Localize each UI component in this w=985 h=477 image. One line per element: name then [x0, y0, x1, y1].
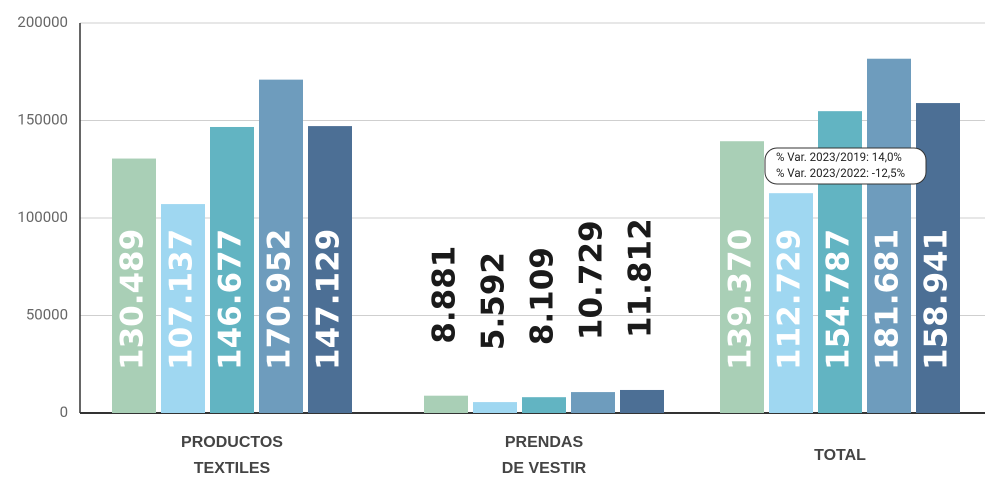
value-label: 158.941 — [919, 229, 955, 370]
value-label: 112.729 — [772, 229, 808, 370]
y-tick-label: 100000 — [17, 208, 68, 226]
bar — [720, 141, 764, 413]
value-label: 8.881 — [427, 246, 463, 344]
value-label: 154.787 — [821, 229, 857, 370]
bar — [259, 79, 303, 413]
bar — [522, 397, 566, 413]
value-label: 147.129 — [311, 229, 347, 370]
value-label: 5.592 — [476, 252, 512, 350]
value-label: 139.370 — [723, 229, 759, 370]
y-tick-label: 150000 — [17, 110, 68, 128]
bar — [867, 58, 911, 414]
x-tick-label: PRENDAS DE VESTIR — [501, 434, 587, 477]
value-label: 107.137 — [164, 229, 200, 370]
value-label: 130.489 — [115, 229, 151, 370]
value-label: 8.109 — [525, 247, 561, 345]
bar — [769, 193, 813, 413]
bar — [620, 389, 664, 413]
bar — [473, 402, 517, 413]
bar — [571, 392, 615, 413]
bar — [161, 204, 205, 413]
value-label: 11.812 — [623, 218, 659, 338]
bar — [112, 158, 156, 413]
value-label: 10.729 — [574, 220, 610, 340]
y-tick-label: 0 — [60, 403, 68, 421]
y-tick-label: 200000 — [17, 13, 68, 31]
x-tick-label: PRODUCTOS TEXTILES — [181, 434, 283, 477]
value-label: 146.677 — [213, 229, 249, 370]
annotation: % Var. 2023/2019: 14,0% % Var. 2023/2022… — [764, 147, 927, 185]
value-label: 181.681 — [870, 229, 906, 370]
x-tick-label: TOTAL — [814, 447, 866, 464]
annotation-text: % Var. 2023/2022: -12,5% — [776, 166, 905, 180]
annotation-text: % Var. 2023/2019: 14,0% — [776, 150, 902, 164]
y-tick-label: 50000 — [26, 305, 68, 323]
bar — [424, 395, 468, 413]
bar — [210, 126, 254, 413]
annotation-box — [764, 147, 927, 185]
value-label: 170.952 — [262, 229, 298, 370]
bar — [308, 126, 352, 413]
